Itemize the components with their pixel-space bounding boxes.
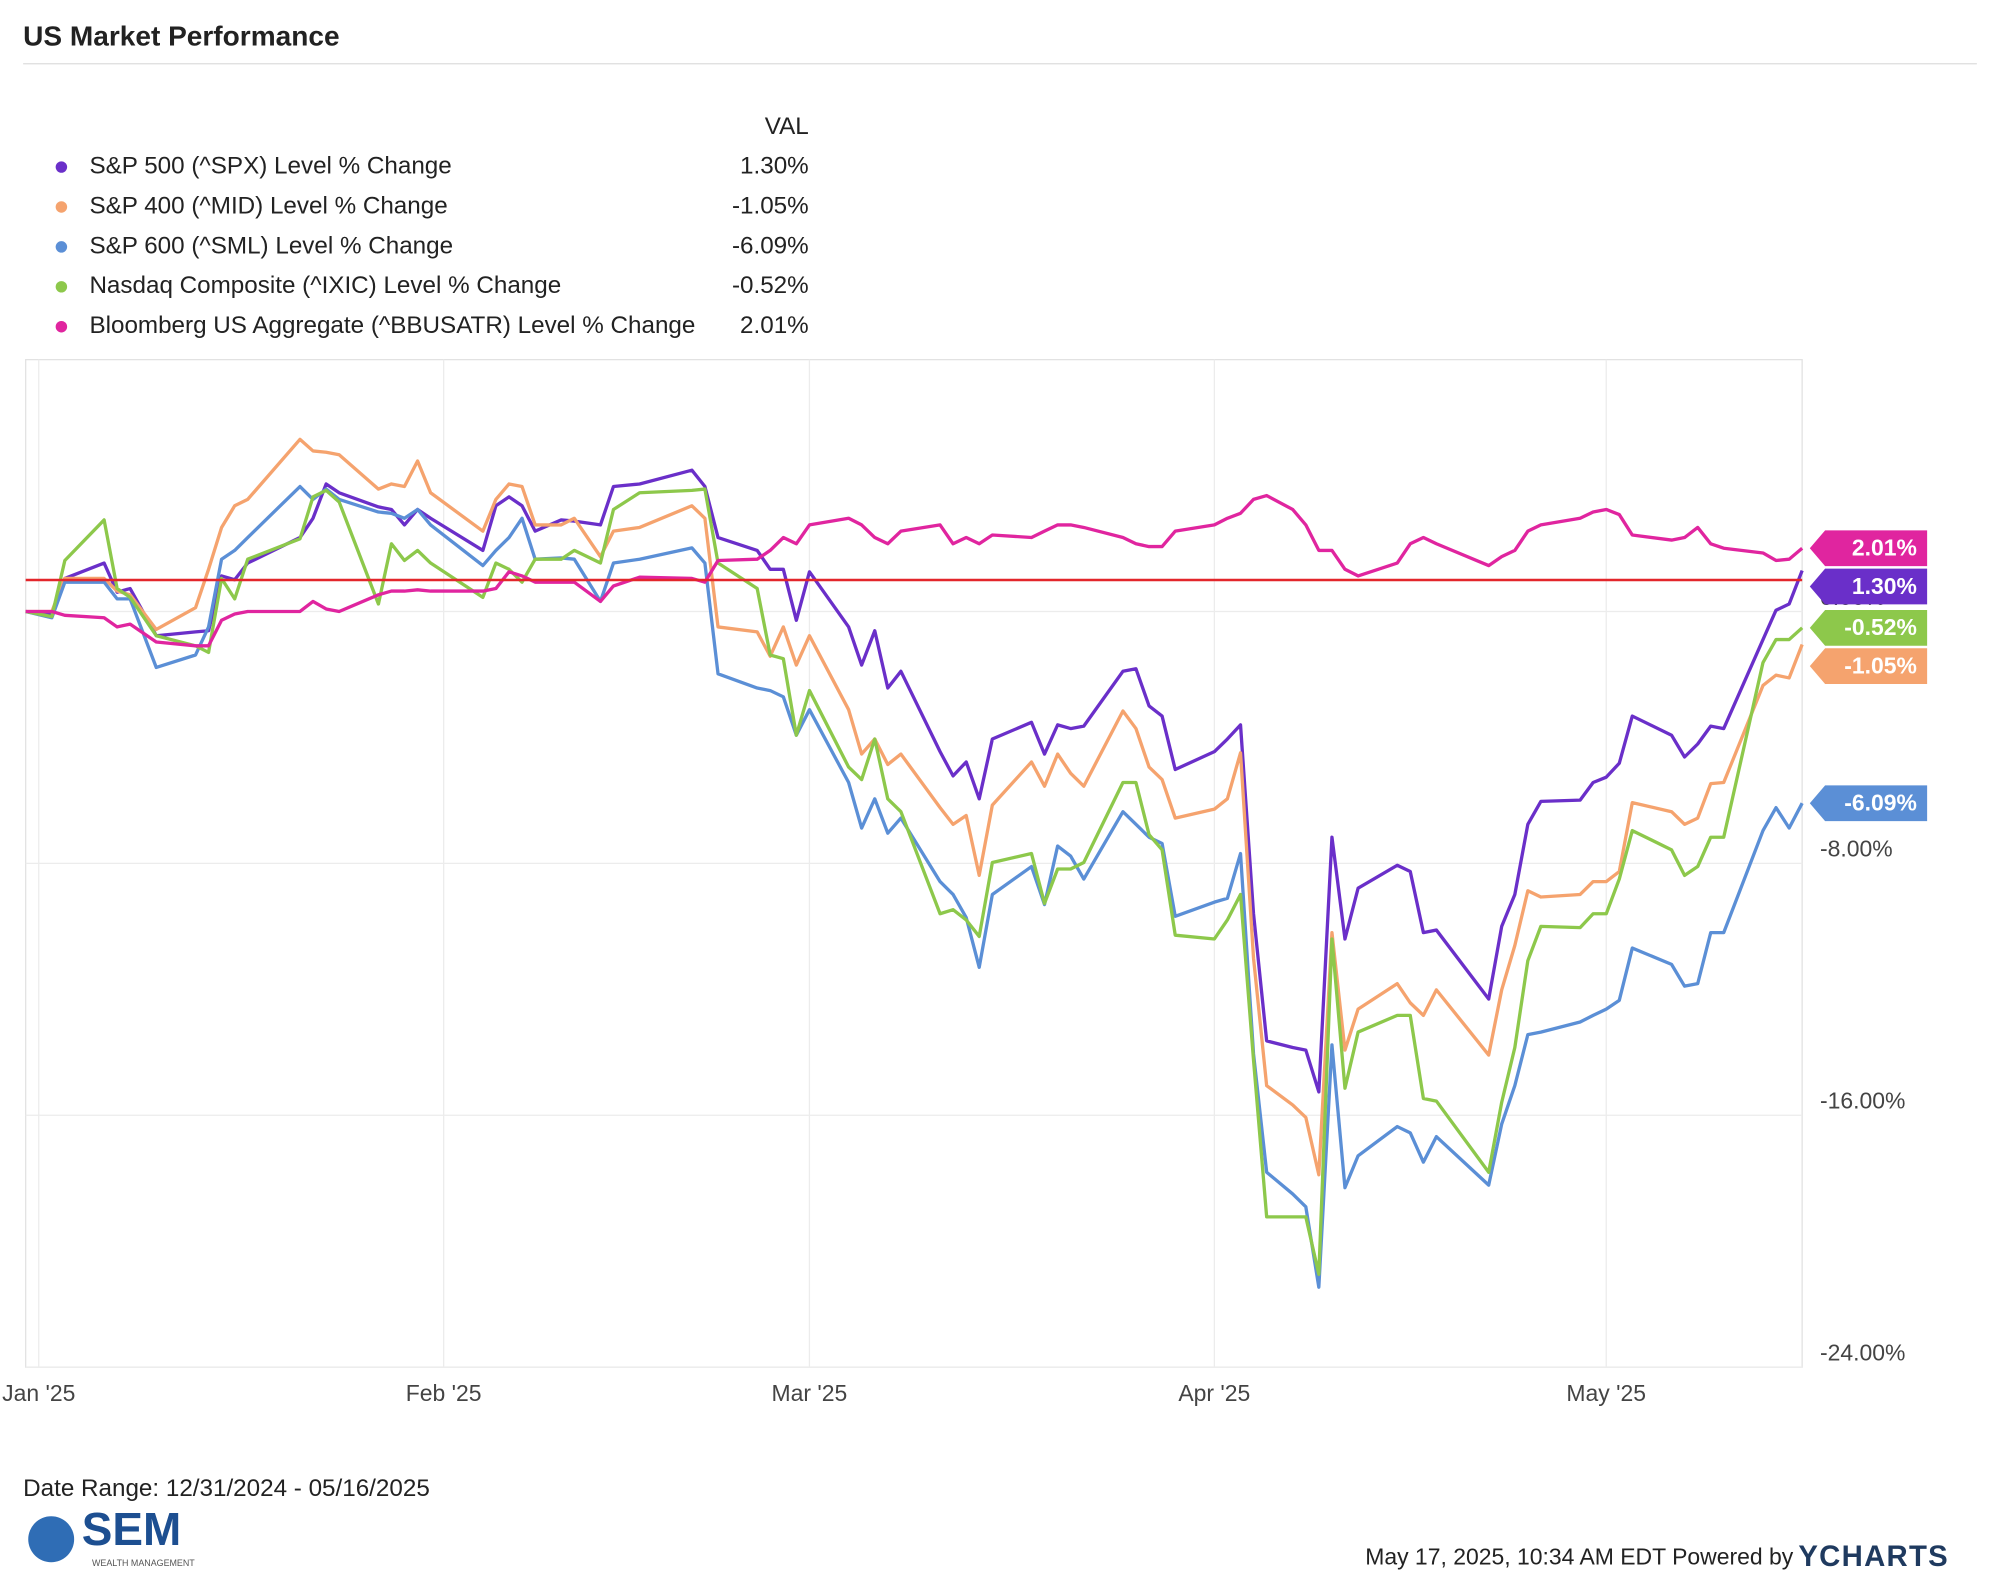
legend-value: -1.05%	[732, 192, 809, 219]
x-tick-label: Jan '25	[2, 1380, 75, 1406]
series-line	[25, 487, 1804, 1276]
legend-marker	[55, 320, 68, 333]
y-tick-label: -8.00%	[1820, 836, 1893, 862]
end-flag	[1809, 568, 1928, 605]
series-line	[25, 484, 1804, 1289]
legend-value: 1.30%	[740, 152, 809, 179]
legend-marker	[55, 161, 68, 173]
end-flag-label: -0.52%	[1844, 614, 1917, 640]
logo-subtext: WEALTH MANAGEMENT	[92, 1558, 195, 1568]
x-tick-label: Feb '25	[406, 1380, 482, 1406]
legend-label: S&P 400 (^MID) Level % Change	[89, 192, 447, 219]
chart-title: US Market Performance	[23, 21, 339, 52]
legend-marker	[55, 281, 68, 293]
date-range: Date Range: 12/31/2024 - 05/16/2025	[23, 1475, 430, 1502]
series-line	[25, 493, 1804, 648]
x-tick-label: Mar '25	[772, 1380, 848, 1406]
end-flag-label: 1.30%	[1852, 573, 1917, 599]
end-flag	[1809, 785, 1928, 822]
end-flag	[1809, 530, 1928, 567]
x-tick-label: Apr '25	[1178, 1380, 1250, 1406]
legend-header: VAL	[765, 113, 809, 140]
end-flag-label: -6.09%	[1844, 790, 1917, 816]
legend-value: -0.52%	[732, 272, 809, 299]
logo-icon	[28, 1516, 75, 1563]
legend-value: 2.01%	[740, 312, 809, 339]
brand: YCHARTS	[1798, 1540, 1949, 1573]
legend-value: -6.09%	[732, 232, 809, 259]
end-flag-label: 2.01%	[1852, 535, 1917, 561]
series-line	[25, 437, 1804, 1177]
legend-marker	[55, 241, 68, 253]
y-tick-label: -16.00%	[1820, 1088, 1905, 1114]
y-tick-label: -24.00%	[1820, 1339, 1905, 1365]
legend-label: Nasdaq Composite (^IXIC) Level % Change	[89, 272, 561, 299]
series-line	[25, 468, 1804, 1094]
end-flag	[1809, 610, 1928, 646]
logo-text: SEM	[82, 1503, 181, 1555]
legend-label: S&P 600 (^SML) Level % Change	[89, 232, 453, 259]
legend-label: Bloomberg US Aggregate (^BBUSATR) Level …	[89, 312, 695, 339]
legend-marker	[55, 201, 68, 213]
x-tick-label: May '25	[1566, 1380, 1646, 1406]
end-flag-label: -1.05%	[1844, 652, 1917, 678]
end-flag	[1809, 648, 1928, 684]
timestamp: May 17, 2025, 10:34 AM EDT Powered by	[1365, 1543, 1794, 1569]
legend-label: S&P 500 (^SPX) Level % Change	[89, 152, 451, 179]
